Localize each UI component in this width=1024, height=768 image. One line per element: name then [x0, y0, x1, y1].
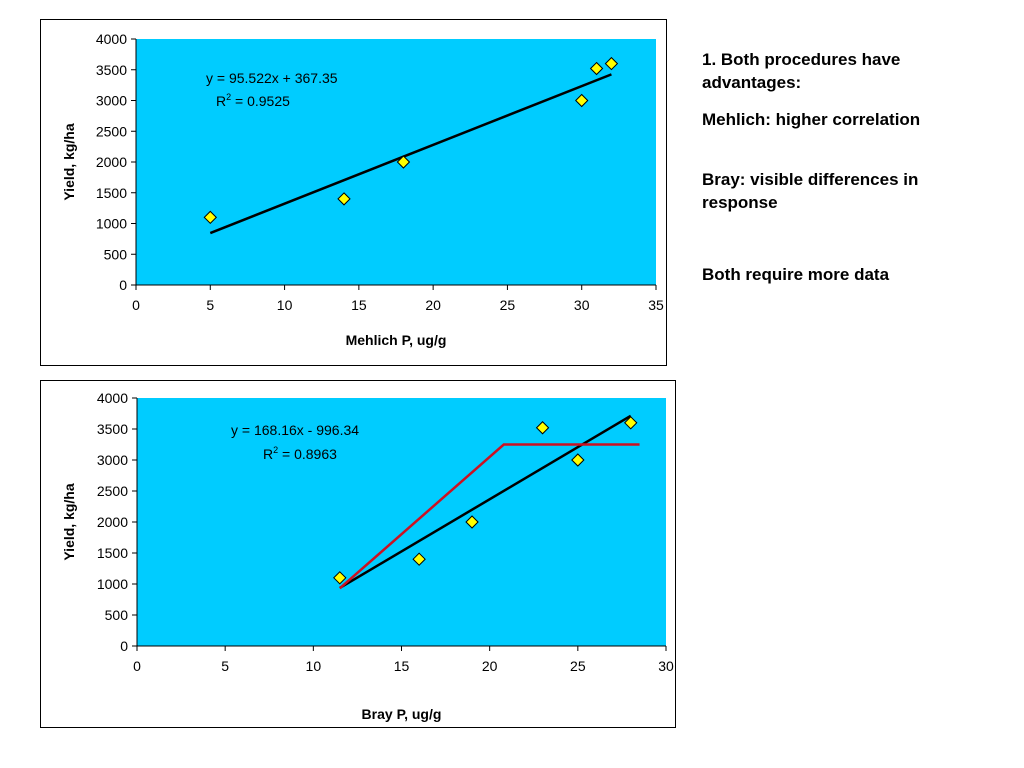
data-point: [575, 93, 589, 108]
plateau-model-line: [338, 443, 640, 590]
y-tick-label: 2500: [96, 123, 127, 139]
mehlich-chart-svg: 0 500 1000 1500 2000 2500 3000 3500 4000 0 5 10 15 20…: [61, 31, 664, 348]
y-tick-label: 1000: [97, 576, 128, 592]
y-tick-label: 3000: [97, 452, 128, 468]
data-point: [333, 571, 347, 585]
bray-chart: 0 500 1000 1500 2000 2500 3000 3500 4000 0 5 10 15 20…: [40, 380, 676, 728]
data-point: [589, 61, 604, 76]
r-squared-superscript: 2: [226, 92, 231, 102]
r-squared-value: = 0.8963: [278, 446, 337, 462]
note-advantages: 1. Both procedures have advantages:: [702, 50, 901, 92]
x-tick-label: 20: [425, 297, 441, 313]
data-point: [465, 515, 479, 529]
trendline-equation: y = 95.522x + 367.35: [206, 70, 338, 86]
trendline: [209, 73, 612, 235]
x-tick-label: 5: [221, 658, 229, 674]
y-axis-title: Yield, kg/ha: [61, 483, 77, 560]
data-point: [412, 552, 426, 566]
x-axis-title: Mehlich P, ug/g: [346, 332, 447, 348]
y-tick-label: 500: [104, 246, 128, 262]
y-tick-label: 500: [105, 607, 129, 623]
x-tick-label: 30: [574, 297, 590, 313]
note-more-data: Both require more data: [702, 265, 890, 284]
note-bray: Bray: visible differences in response: [702, 170, 919, 212]
data-point: [203, 210, 217, 225]
y-axis-title: Yield, kg/ha: [61, 123, 77, 200]
y-tick-label: 0: [120, 638, 128, 654]
r-squared-prefix: R: [263, 446, 273, 462]
data-point: [535, 421, 550, 435]
data-point: [624, 416, 638, 430]
data-point: [396, 155, 411, 169]
x-tick-label: 20: [482, 658, 498, 674]
data-point: [571, 453, 585, 467]
data-point: [337, 192, 351, 206]
y-tick-label: 1000: [96, 216, 127, 232]
y-tick-label: 4000: [96, 31, 127, 47]
y-tick-label: 2500: [97, 483, 128, 499]
y-tick-label: 1500: [97, 545, 128, 561]
x-tick-label: 25: [500, 297, 516, 313]
y-tick-label: 4000: [97, 390, 128, 406]
bray-chart-svg: 0 500 1000 1500 2000 2500 3000 3500 4000 0 5 10 15 20…: [61, 390, 674, 722]
y-tick-label: 3500: [97, 421, 128, 437]
x-tick-label: 30: [658, 658, 674, 674]
y-tick-label: 2000: [97, 514, 128, 530]
x-tick-label: 0: [132, 297, 140, 313]
x-tick-label: 35: [648, 297, 664, 313]
plot-area: [137, 398, 666, 646]
r-squared-label: R2 = 0.9525: [216, 92, 290, 109]
x-tick-label: 15: [394, 658, 410, 674]
x-tick-label: 0: [133, 658, 141, 674]
data-point: [604, 56, 619, 71]
mehlich-chart: 0 500 1000 1500 2000 2500 3000 3500 4000 0 5 10 15 20…: [40, 19, 667, 366]
x-tick-label: 15: [351, 297, 367, 313]
r-squared-prefix: R: [216, 93, 226, 109]
r-squared-superscript: 2: [273, 445, 278, 455]
x-tick-label: 10: [277, 297, 293, 313]
x-tick-label: 10: [306, 658, 322, 674]
y-tick-label: 0: [119, 277, 127, 293]
x-axis-title: Bray P, ug/g: [362, 706, 442, 722]
x-tick-label: 5: [206, 297, 214, 313]
r-squared-value: = 0.9525: [231, 93, 290, 109]
y-tick-label: 3000: [96, 93, 127, 109]
plot-area: [136, 39, 656, 285]
y-tick-label: 1500: [96, 185, 127, 201]
trendline-equation: y = 168.16x - 996.34: [231, 422, 359, 438]
y-tick-label: 3500: [96, 62, 127, 78]
note-mehlich: Mehlich: higher correlation: [702, 110, 921, 129]
x-tick-label: 25: [570, 658, 586, 674]
y-tick-label: 2000: [96, 154, 127, 170]
r-squared-label: R2 = 0.8963: [263, 445, 337, 462]
